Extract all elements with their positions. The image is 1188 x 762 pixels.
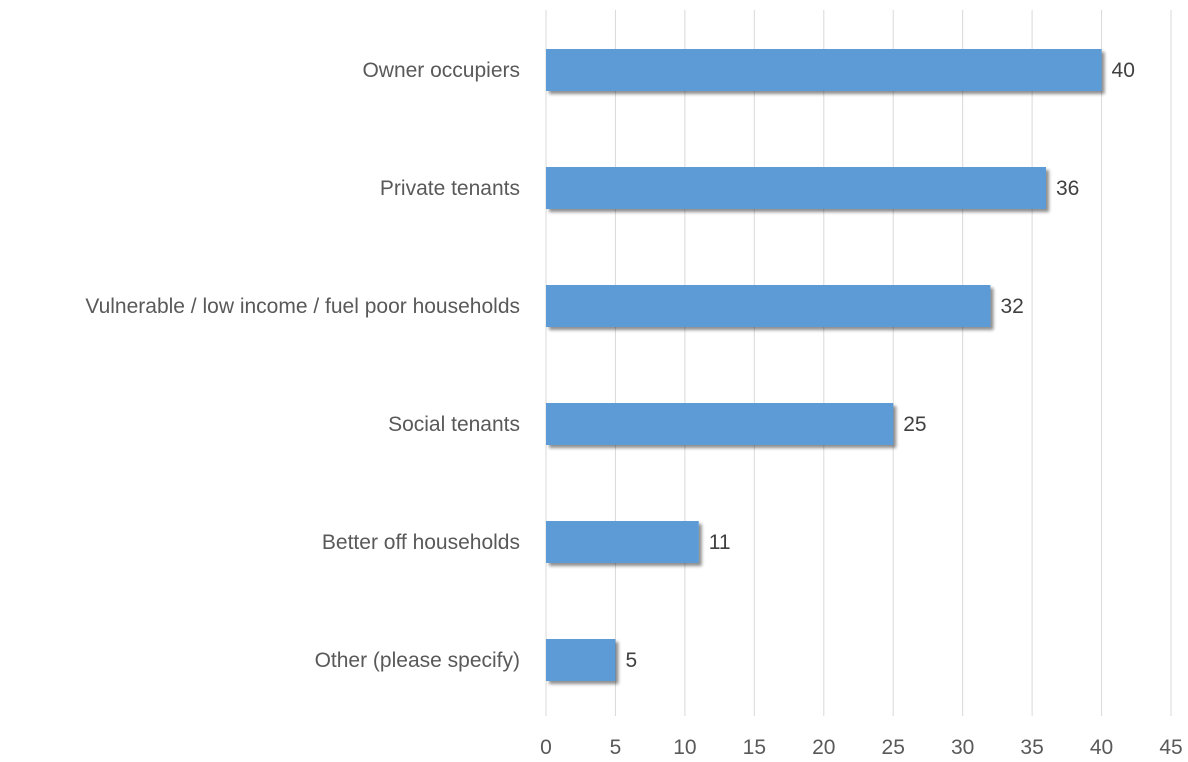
x-tick-label: 25 bbox=[882, 736, 905, 759]
x-tick-label: 15 bbox=[743, 736, 766, 759]
x-tick-label: 45 bbox=[1159, 736, 1182, 759]
category-label: Vulnerable / low income / fuel poor hous… bbox=[85, 295, 520, 318]
x-tick-label: 5 bbox=[610, 736, 622, 759]
x-tick-label: 30 bbox=[951, 736, 974, 759]
bar bbox=[546, 403, 894, 445]
data-label: 40 bbox=[1112, 59, 1135, 82]
x-tick-label: 35 bbox=[1020, 736, 1043, 759]
category-label: Social tenants bbox=[388, 413, 520, 436]
data-label: 5 bbox=[625, 649, 637, 672]
category-label: Other (please specify) bbox=[315, 649, 520, 672]
data-label: 36 bbox=[1056, 177, 1079, 200]
bar bbox=[546, 285, 991, 327]
bar bbox=[546, 521, 699, 563]
bar bbox=[546, 49, 1102, 91]
x-tick-label: 20 bbox=[812, 736, 835, 759]
category-label: Owner occupiers bbox=[362, 59, 520, 82]
data-label: 32 bbox=[1000, 295, 1023, 318]
gridlines bbox=[545, 10, 1172, 716]
bar bbox=[546, 167, 1046, 209]
x-tick-label: 10 bbox=[673, 736, 696, 759]
x-tick-label: 40 bbox=[1090, 736, 1113, 759]
data-label: 25 bbox=[903, 413, 926, 436]
data-label: 11 bbox=[709, 531, 731, 554]
bars bbox=[546, 49, 1102, 681]
category-label: Private tenants bbox=[380, 177, 520, 200]
labels: 0 5 10 15 20 25 30 35 40 45 Owner occupiers 40 Priva… bbox=[85, 59, 1182, 759]
bar bbox=[546, 639, 616, 681]
x-tick-label: 0 bbox=[540, 736, 552, 759]
category-label: Better off households bbox=[322, 531, 520, 554]
